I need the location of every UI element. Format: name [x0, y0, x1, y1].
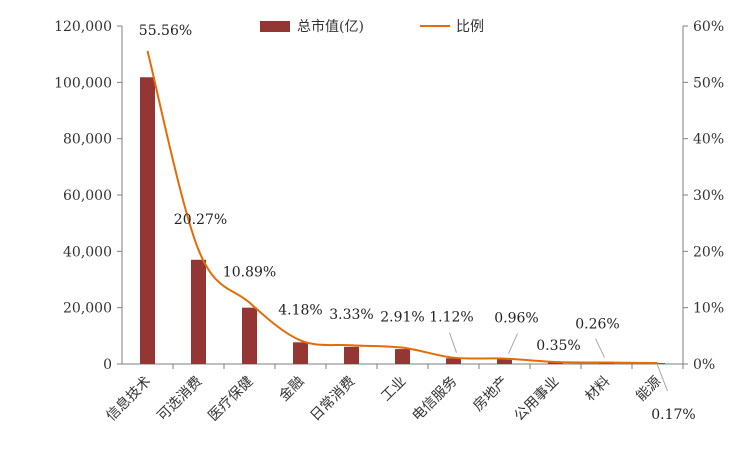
bar: [395, 349, 410, 364]
data-label: 0.17%: [651, 407, 695, 423]
x-category-label: 信息技术: [103, 373, 155, 425]
x-category-label: 日常消费: [307, 374, 358, 425]
x-category-label: 可选消费: [154, 374, 205, 425]
x-category-label: 公用事业: [511, 374, 562, 425]
bar: [548, 362, 563, 364]
ratio-line: [146, 50, 658, 365]
legend-swatch-bar: [260, 21, 290, 32]
right-tick-label: 20%: [693, 244, 724, 260]
data-labels: 55.56% 20.27% 10.89% 4.18% 3.33% 2.91% 1.12% 0.…: [139, 23, 696, 423]
data-label: 2.91%: [380, 310, 424, 326]
right-tick-label: 0%: [693, 357, 715, 373]
bar: [446, 358, 461, 364]
bar: [242, 307, 257, 364]
x-category-label: 电信服务: [409, 374, 460, 425]
data-label: 4.18%: [278, 302, 322, 318]
data-label-leader: [508, 333, 518, 354]
left-tick-label: 80,000: [63, 132, 112, 148]
bar: [497, 359, 512, 364]
bar: [650, 363, 665, 364]
data-label: 0.96%: [494, 311, 538, 327]
data-label: 20.27%: [174, 212, 227, 228]
data-label: 3.33%: [329, 307, 373, 323]
bars: [140, 77, 665, 364]
x-category-label: 房地产: [470, 374, 511, 415]
x-category-label: 工业: [378, 374, 409, 405]
legend: 总市值(亿) 比例: [260, 18, 484, 35]
bar: [344, 346, 359, 364]
left-tick-label: 20,000: [63, 301, 112, 317]
bar: [191, 259, 206, 364]
data-label: 0.26%: [575, 317, 619, 333]
ratio-line-path: [146, 50, 658, 365]
right-tick-label: 60%: [693, 19, 724, 35]
data-label-leader: [595, 338, 605, 358]
left-tick-label: 120,000: [54, 19, 112, 35]
data-label-leader: [657, 364, 668, 392]
right-tick-label: 10%: [693, 301, 724, 317]
left-tick-label: 60,000: [63, 188, 112, 204]
data-label-leader: [449, 332, 457, 353]
data-label: 55.56%: [139, 23, 192, 39]
right-tick-label: 30%: [693, 188, 724, 204]
right-tick-label: 50%: [693, 75, 724, 91]
bar: [293, 342, 308, 364]
x-category-label: 金融: [276, 374, 307, 405]
data-label: 10.89%: [223, 265, 276, 281]
x-category-label: 材料: [582, 374, 613, 405]
x-category-label: 医疗保健: [205, 374, 256, 425]
data-label: 0.35%: [536, 338, 580, 354]
x-category-label: 能源: [633, 374, 664, 405]
data-label: 1.12%: [429, 310, 473, 326]
bar: [140, 77, 155, 364]
left-tick-label: 0: [103, 357, 112, 373]
legend-label-line: 比例: [456, 19, 484, 35]
left-tick-label: 100,000: [54, 75, 112, 91]
right-tick-label: 40%: [693, 132, 724, 148]
left-tick-label: 40,000: [63, 244, 112, 260]
legend-label-bar: 总市值(亿): [297, 18, 364, 35]
